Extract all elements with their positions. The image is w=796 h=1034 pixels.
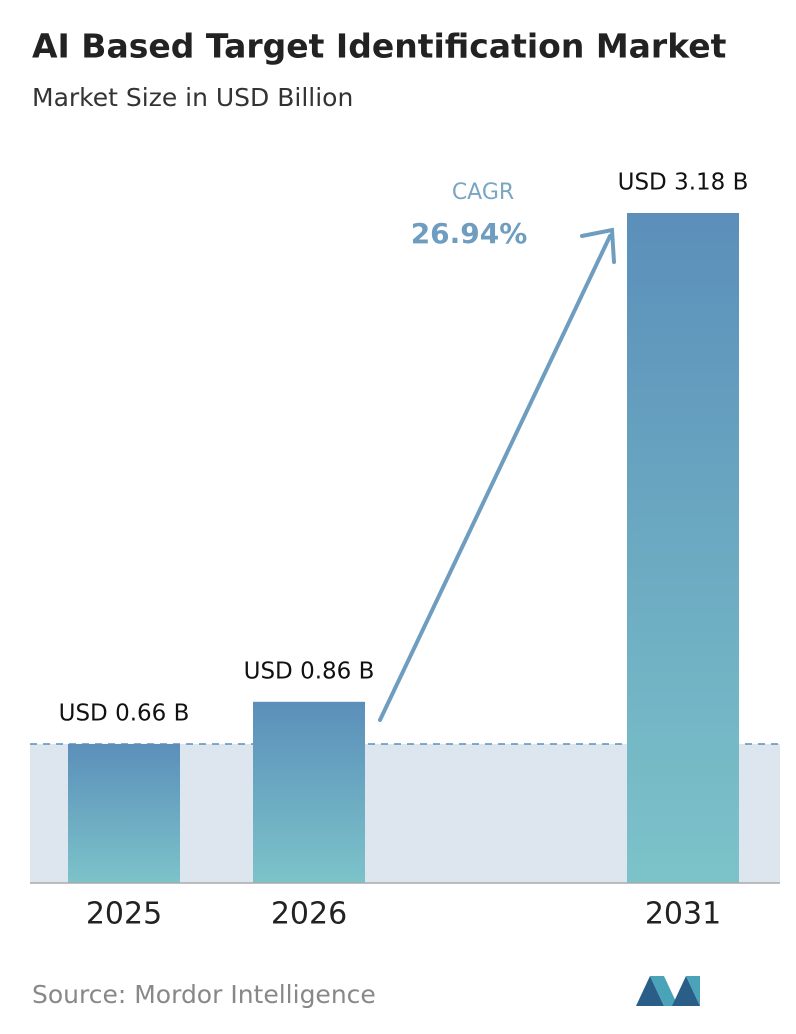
- cagr-label: CAGR: [452, 180, 514, 205]
- bar: [68, 743, 180, 883]
- bar: [253, 701, 365, 883]
- value-label: USD 0.86 B: [244, 658, 375, 684]
- x-tick-label: 2025: [86, 897, 162, 932]
- plot-area: USD 0.66 B 2025 USD 0.86 B 2026 USD 3.18 B 20…: [30, 170, 780, 932]
- x-tick-label: 2026: [271, 897, 347, 932]
- value-label: USD 3.18 B: [618, 170, 749, 196]
- logo: [636, 976, 700, 1006]
- chart-title: AI Based Target Identification Market: [32, 27, 727, 66]
- x-tick-label: 2031: [645, 897, 721, 932]
- bar: [627, 213, 739, 883]
- value-label: USD 0.66 B: [59, 700, 190, 726]
- cagr-arrow: [378, 227, 616, 722]
- cagr-value: 26.94%: [411, 217, 528, 250]
- source: Source: Mordor Intelligence: [32, 980, 376, 1009]
- chart-subtitle: Market Size in USD Billion: [32, 83, 353, 112]
